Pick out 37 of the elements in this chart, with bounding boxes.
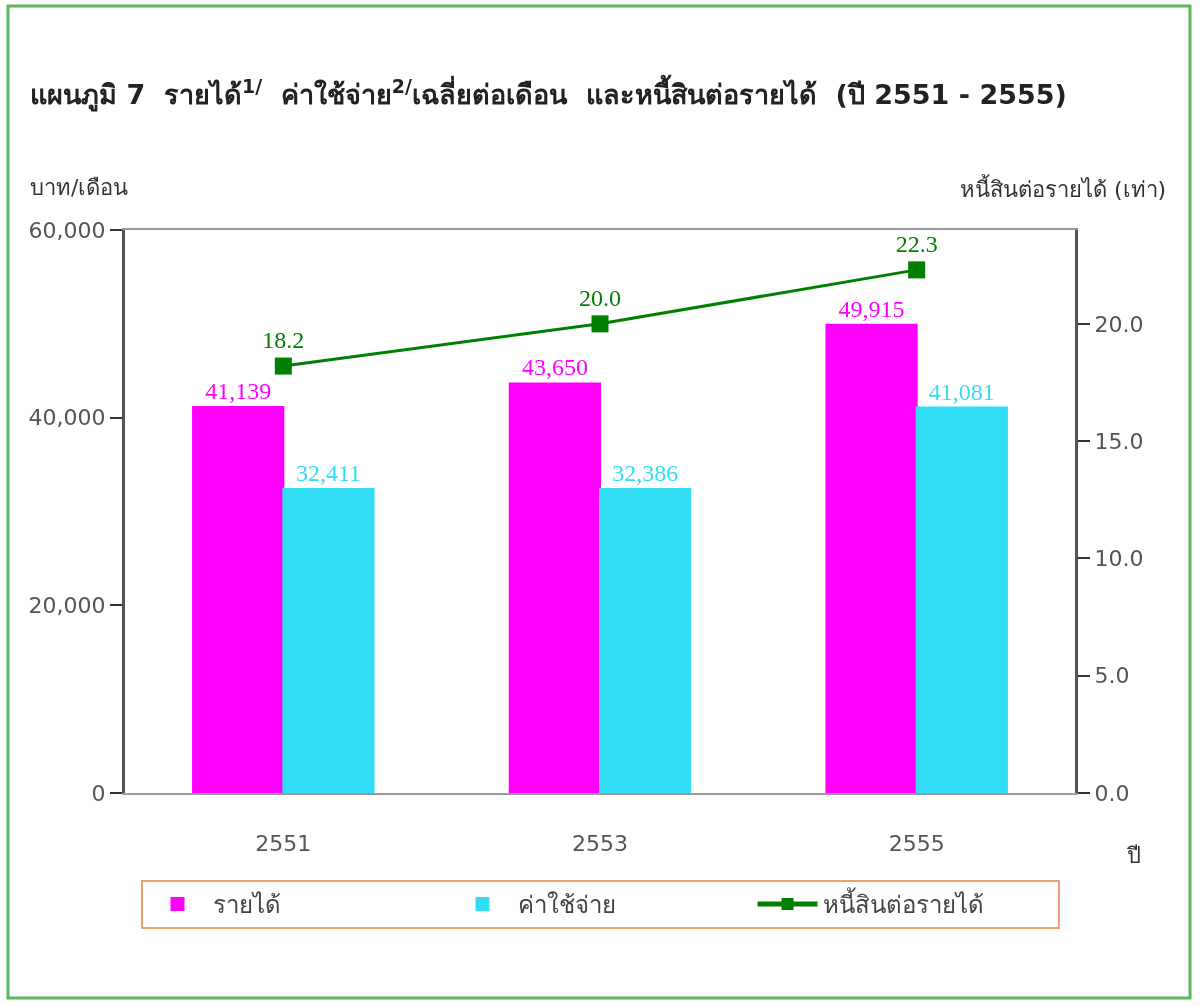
x-axis-title: ปี bbox=[1126, 843, 1141, 868]
bar bbox=[599, 488, 692, 793]
data-label: 43,650 bbox=[521, 354, 588, 381]
y2-tick-label: 10.0 bbox=[1094, 546, 1144, 572]
data-label: 41,081 bbox=[928, 378, 995, 405]
x-tick-label: 2551 bbox=[255, 831, 312, 857]
y2-tick-label: 5.0 bbox=[1094, 663, 1130, 689]
y-tick-label: 0 bbox=[91, 780, 106, 806]
y-tick-label: 40,000 bbox=[28, 405, 106, 431]
data-label: 49,915 bbox=[838, 295, 905, 322]
data-label: 32,386 bbox=[612, 460, 679, 487]
data-label: 18.2 bbox=[262, 327, 305, 354]
y-axis-title: บาท/เดือน bbox=[30, 175, 129, 200]
bar bbox=[915, 406, 1008, 793]
data-label: 41,139 bbox=[205, 377, 272, 404]
bar bbox=[192, 405, 285, 793]
point bbox=[591, 315, 609, 333]
y2-tick-label: 20.0 bbox=[1094, 311, 1144, 337]
bar bbox=[282, 487, 375, 793]
point bbox=[274, 357, 292, 375]
legend-label: ค่าใช้จ่าย bbox=[517, 891, 616, 920]
bar bbox=[508, 382, 601, 793]
legend-label: รายได้ bbox=[212, 891, 281, 920]
y-tick-label: 60,000 bbox=[28, 217, 106, 243]
point bbox=[908, 261, 926, 279]
y2-axis-title: หนี้สินต่อรายได้ (เท่า) bbox=[960, 174, 1167, 202]
y2-tick-label: 15.0 bbox=[1094, 428, 1144, 454]
chart-title: แผนภูมิ 7 รายได้$^{1/}$ ค่าใช้จ่าย$^{2/}$เฉลี่ยต่อเดือน และหนี้สินต่อรายได้ (ปี 2551 - 2555) bbox=[30, 74, 1067, 113]
x-tick-label: 2555 bbox=[888, 831, 945, 857]
data-label: 22.3 bbox=[895, 231, 938, 258]
legend-label: หนี้สินต่อรายได้ bbox=[822, 887, 984, 920]
y-tick-label: 20,000 bbox=[28, 593, 106, 619]
data-label: 32,411 bbox=[295, 459, 362, 486]
x-tick-label: 2553 bbox=[572, 831, 628, 857]
y2-tick-label: 0.0 bbox=[1094, 780, 1130, 806]
data-label: 20.0 bbox=[579, 285, 621, 312]
bar bbox=[825, 323, 918, 793]
